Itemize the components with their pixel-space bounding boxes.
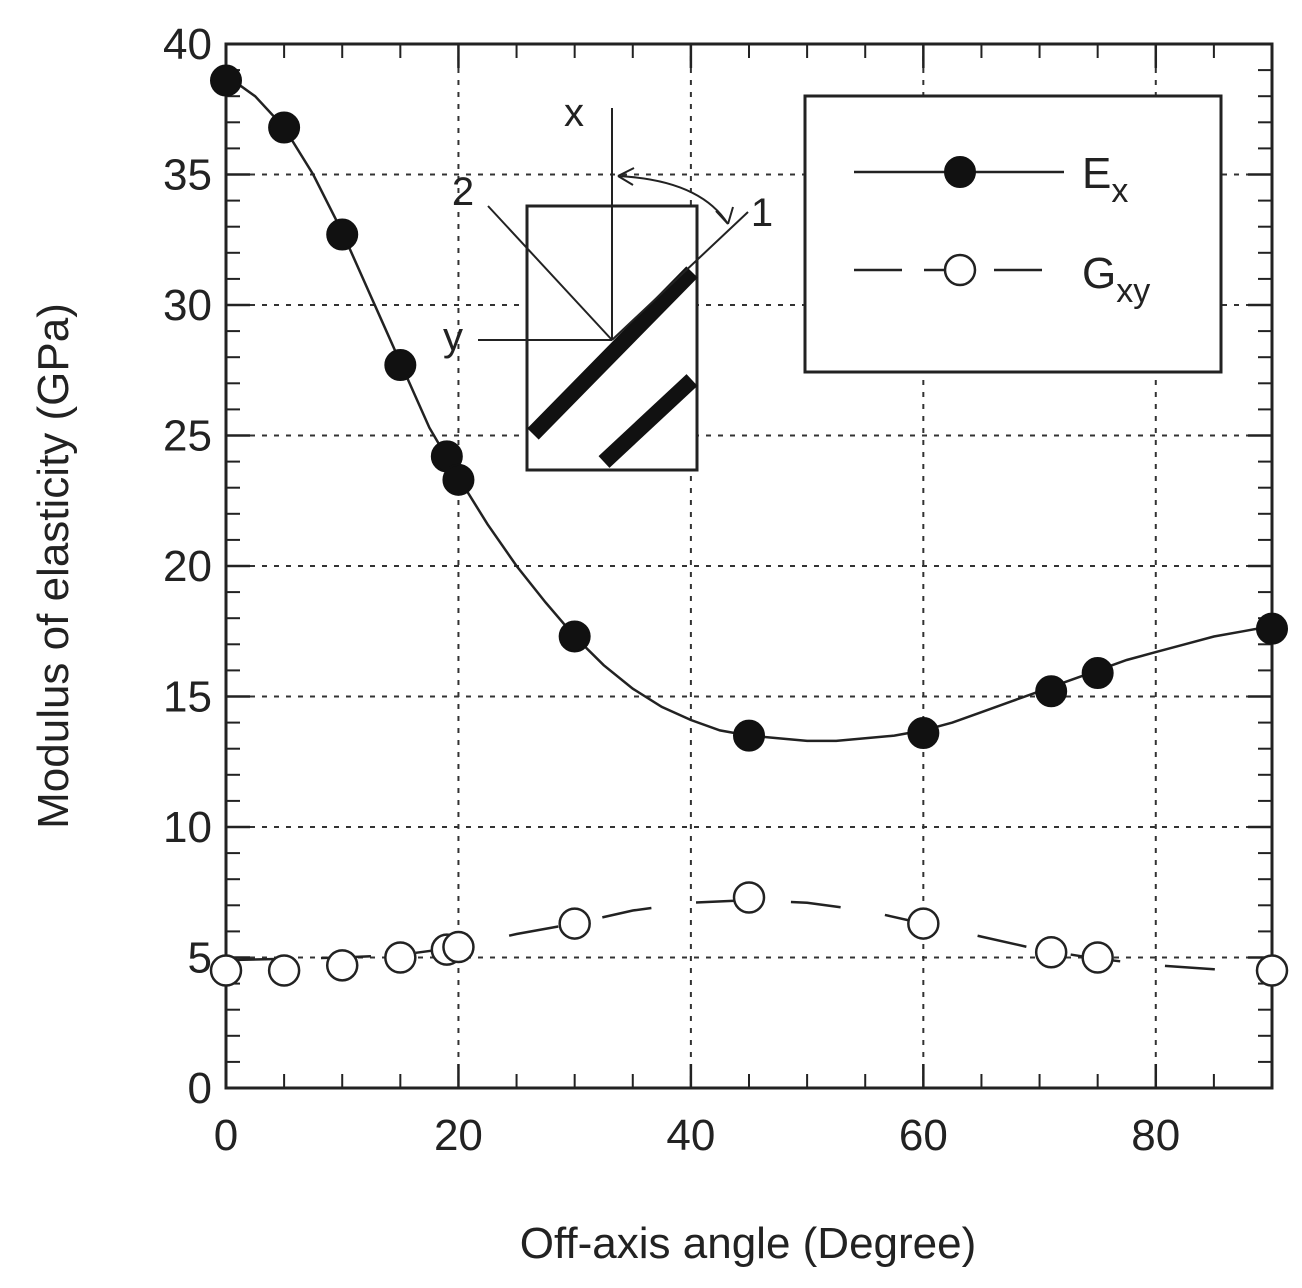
y-tick-label: 0	[188, 1064, 212, 1113]
x-tick-label: 20	[434, 1111, 483, 1160]
x-axis-title: Off-axis angle (Degree)	[520, 1219, 977, 1268]
data-point-ex	[384, 349, 417, 382]
legend-ex-label-main: E	[1082, 149, 1111, 198]
plot-area-frame	[224, 42, 1274, 1090]
legend-gxy-marker	[943, 253, 977, 287]
series-gxy	[209, 881, 1289, 987]
legend-gxy-label-sub: xy	[1116, 272, 1150, 310]
inset-2-axis-line	[487, 205, 613, 341]
legend-ex-label: Ex	[1082, 149, 1128, 210]
data-point-gxy	[907, 907, 940, 940]
inset-arc-arrowhead-start	[617, 167, 635, 186]
data-point-ex	[1081, 657, 1114, 690]
data-point-ex	[1256, 612, 1288, 645]
y-tick-label: 10	[163, 803, 212, 852]
data-point-gxy	[1255, 954, 1289, 987]
x-tick-label: 80	[1131, 1111, 1180, 1160]
legend-gxy-label-main: G	[1082, 249, 1116, 298]
data-point-gxy	[209, 954, 243, 987]
data-series	[209, 64, 1289, 987]
data-point-ex	[442, 463, 475, 496]
inset-label-y: y	[443, 315, 463, 359]
y-tick-label: 15	[163, 673, 212, 722]
y-tick-label: 5	[188, 934, 212, 983]
data-point-gxy	[442, 930, 475, 964]
data-point-ex	[733, 719, 765, 752]
inset-arc-arrowhead-end	[715, 206, 734, 225]
data-point-ex	[326, 218, 359, 251]
legend-gxy-label: Gxy	[1082, 249, 1150, 310]
legend-box	[803, 94, 1223, 374]
data-point-gxy	[384, 941, 417, 974]
inset-label-1: 1	[751, 191, 773, 235]
data-point-ex	[558, 620, 591, 653]
data-point-gxy	[732, 881, 766, 914]
data-point-ex	[907, 717, 940, 750]
y-tick-label: 25	[163, 412, 212, 461]
legend: Ex Gxy	[803, 94, 1223, 374]
y-tick-label: 40	[163, 20, 212, 69]
inset-1-axis-line	[611, 211, 749, 341]
x-axis-tick-labels: 0 20 40 60 80	[214, 1111, 1180, 1160]
y-tick-label: 20	[163, 542, 212, 591]
x-tick-label: 0	[214, 1111, 238, 1160]
data-point-ex	[268, 111, 301, 144]
data-point-ex	[1035, 675, 1068, 708]
y-tick-label: 30	[163, 281, 212, 330]
data-point-ex	[210, 64, 242, 97]
legend-ex-marker	[944, 156, 976, 188]
x-tick-label: 60	[899, 1111, 948, 1160]
inset-label-2: 2	[452, 170, 474, 214]
data-point-gxy	[1081, 941, 1114, 974]
inset-fiber-2	[598, 374, 698, 468]
y-tick-label: 35	[163, 151, 212, 200]
series-ex	[210, 64, 1288, 752]
inset-fiber-1	[527, 266, 698, 440]
inset-label-x: x	[564, 91, 584, 135]
data-point-gxy	[325, 949, 359, 982]
legend-ex-label-sub: x	[1111, 172, 1128, 210]
data-point-gxy	[267, 954, 301, 987]
data-point-gxy	[558, 907, 591, 940]
data-point-gxy	[1034, 936, 1068, 969]
y-axis-tick-labels: 0 5 10 15 20 25 30 35 40	[163, 20, 212, 1113]
inset-angle-arc	[617, 175, 729, 225]
fiber-orientation-inset: x y 1 2	[443, 91, 773, 472]
x-tick-label: 40	[666, 1111, 715, 1160]
y-axis-title: Modulus of elasticity (GPa)	[29, 303, 78, 829]
